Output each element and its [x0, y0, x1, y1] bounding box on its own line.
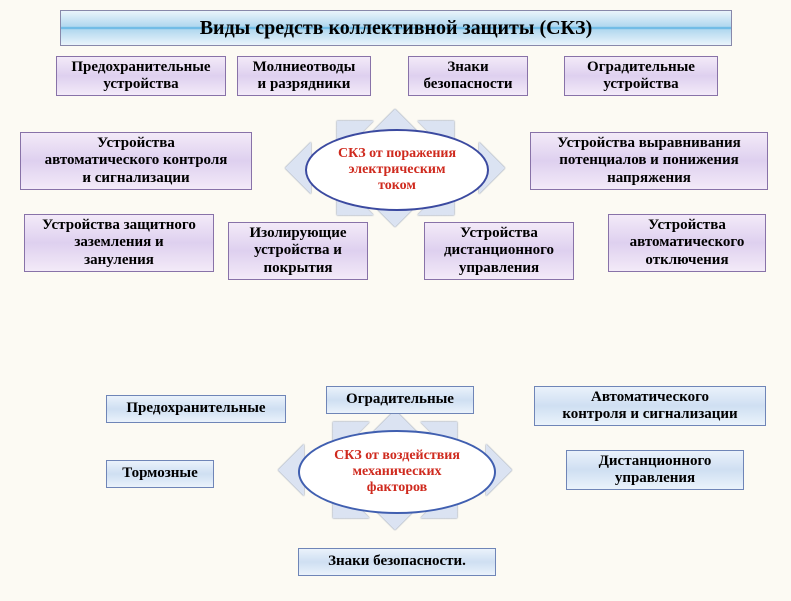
node-label-line: и сигнализации	[82, 170, 189, 187]
node-label-line: зануления	[84, 252, 154, 269]
node-b03: Знакибезопасности	[408, 56, 528, 96]
node-label-line: Устройства	[460, 225, 538, 242]
node-b04: Оградительныеустройства	[564, 56, 718, 96]
node-label-line: Дистанционного	[599, 453, 712, 470]
node-label-line: Изолирующие	[249, 225, 346, 242]
node-label-line: управления	[459, 260, 539, 277]
hub-mech-ellipse: СКЗ от воздействиямеханическихфакторов	[298, 430, 496, 514]
node-label-line: Устройства выравнивания	[557, 135, 741, 152]
node-label-line: автоматического	[630, 234, 745, 251]
node-label-line: Устройства защитного	[42, 217, 196, 234]
node-label-line: автоматического контроля	[45, 152, 228, 169]
node-b16: Знаки безопасности.	[298, 548, 496, 576]
hub-label-line: током	[378, 178, 416, 194]
node-b07: Устройства защитногозаземления изанулени…	[24, 214, 214, 272]
node-label-line: Знаки безопасности.	[328, 553, 466, 570]
node-b14: Тормозные	[106, 460, 214, 488]
node-label-line: Знаки	[447, 59, 488, 76]
node-label-line: Устройства	[648, 217, 726, 234]
node-label-line: Предохранительные	[126, 400, 265, 417]
node-label-line: безопасности	[423, 76, 512, 93]
hub-label-line: факторов	[367, 480, 427, 496]
node-label-line: Тормозные	[122, 465, 198, 482]
node-label-line: заземления и	[74, 234, 163, 251]
hub-label-line: механических	[352, 464, 441, 480]
node-b08: Изолирующиеустройства ипокрытия	[228, 222, 368, 280]
node-label-line: устройства и	[254, 242, 342, 259]
node-label-line: отключения	[645, 252, 728, 269]
hub-label-line: СКЗ от воздействия	[334, 448, 460, 464]
node-b11: Предохранительные	[106, 395, 286, 423]
node-label-line: устройства	[103, 76, 178, 93]
node-label-line: дистанционного	[444, 242, 554, 259]
node-b13: Автоматическогоконтроля и сигнализации	[534, 386, 766, 426]
node-label-line: потенциалов и понижения	[559, 152, 738, 169]
node-label-line: управления	[615, 470, 695, 487]
node-label-line: и разрядники	[258, 76, 351, 93]
node-label-line: устройства	[603, 76, 678, 93]
node-label-line: Устройства	[97, 135, 175, 152]
node-label-line: контроля и сигнализации	[562, 406, 737, 423]
node-label-line: Предохранительные	[71, 59, 210, 76]
node-label-line: напряжения	[607, 170, 691, 187]
hub-label-line: электрическим	[349, 162, 446, 178]
node-label-line: Молниеотводы	[253, 59, 356, 76]
node-b10: Устройстваавтоматическогоотключения	[608, 214, 766, 272]
node-b12: Оградительные	[326, 386, 474, 414]
node-label-line: Оградительные	[346, 391, 454, 408]
node-b02: Молниеотводыи разрядники	[237, 56, 371, 96]
node-b15: Дистанционногоуправления	[566, 450, 744, 490]
node-b01: Предохранительныеустройства	[56, 56, 226, 96]
node-b09: Устройствадистанционногоуправления	[424, 222, 574, 280]
node-b06: Устройства выравниванияпотенциалов и пон…	[530, 132, 768, 190]
node-b05: Устройстваавтоматического контроляи сигн…	[20, 132, 252, 190]
node-label-line: Оградительные	[587, 59, 695, 76]
node-label-line: покрытия	[264, 260, 333, 277]
hub-electric-ellipse: СКЗ от пораженияэлектрическимтоком	[305, 129, 489, 211]
page-title: Виды средств коллективной защиты (СКЗ)	[60, 10, 732, 46]
hub-label-line: СКЗ от поражения	[338, 146, 456, 162]
node-label-line: Автоматического	[591, 389, 709, 406]
